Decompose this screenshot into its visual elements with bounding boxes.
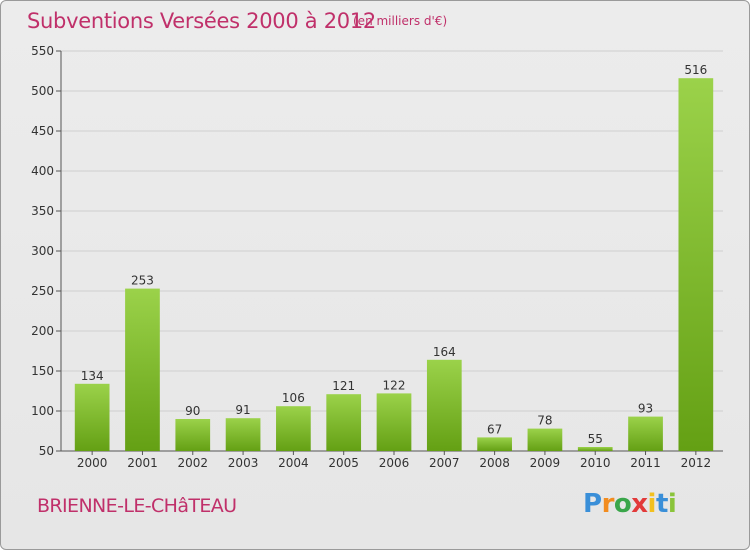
logo-letter: x: [631, 489, 648, 519]
proxiti-logo[interactable]: Proxiti: [583, 489, 677, 519]
y-tick-label: 500: [31, 84, 54, 98]
logo-letter: i: [647, 489, 657, 519]
value-label-2005: 121: [332, 379, 355, 393]
commune-name: BRIENNE-LE-CHâTEAU: [37, 495, 237, 517]
value-label-2004: 106: [282, 391, 305, 405]
logo-letter: P: [583, 489, 602, 519]
y-tick-label: 400: [31, 164, 54, 178]
y-tick-label: 550: [31, 44, 54, 58]
bar-2003: [225, 418, 261, 451]
y-tick-label: 200: [31, 324, 54, 338]
x-tick-label-2011: 2011: [630, 456, 661, 470]
bar-2011: [628, 416, 663, 451]
bar-2007: [426, 359, 462, 451]
y-tick-label: 250: [31, 284, 54, 298]
bar-2002: [175, 419, 211, 451]
x-tick-label-2002: 2002: [177, 456, 208, 470]
x-tick-label-2008: 2008: [479, 456, 510, 470]
logo-letter: o: [613, 489, 632, 519]
value-label-2006: 122: [383, 378, 406, 392]
x-tick-label-2004: 2004: [278, 456, 309, 470]
value-label-2003: 91: [235, 403, 250, 417]
bar-2010: [577, 447, 613, 451]
x-tick-label-2006: 2006: [379, 456, 410, 470]
value-label-2000: 134: [81, 369, 104, 383]
bar-2001: [125, 288, 160, 451]
value-label-2008: 67: [487, 422, 502, 436]
bars: [74, 78, 714, 451]
y-tick-label: 350: [31, 204, 54, 218]
bar-2005: [326, 394, 362, 451]
bar-2012: [678, 78, 714, 451]
value-label-2001: 253: [131, 274, 154, 288]
x-tick-label-2012: 2012: [681, 456, 712, 470]
logo-letter: r: [601, 489, 615, 519]
y-tick-label: 300: [31, 244, 54, 258]
chart-title: Subventions Versées 2000 à 2012: [27, 9, 376, 33]
x-tick-label-2005: 2005: [328, 456, 359, 470]
bar-2000: [74, 383, 110, 451]
value-label-2010: 55: [588, 432, 603, 446]
logo-letter: t: [655, 489, 668, 519]
bar-2008: [477, 437, 512, 451]
y-tick-label: 50: [39, 444, 54, 458]
y-tick-label: 100: [31, 404, 54, 418]
x-tick-label-2007: 2007: [429, 456, 460, 470]
chart-unit: (en milliers d'€): [353, 14, 448, 28]
bar-2006: [376, 393, 412, 451]
value-label-2009: 78: [537, 414, 552, 428]
x-tick-label-2001: 2001: [127, 456, 158, 470]
y-tick-label: 150: [31, 364, 54, 378]
value-label-2007: 164: [433, 345, 456, 359]
bar-2009: [527, 428, 563, 451]
logo-letter: i: [667, 489, 677, 519]
x-tick-label-2000: 2000: [77, 456, 108, 470]
value-label-2002: 90: [185, 404, 200, 418]
value-label-2012: 516: [684, 63, 707, 77]
x-tick-label-2009: 2009: [530, 456, 561, 470]
x-tick-label-2003: 2003: [228, 456, 259, 470]
x-tick-label-2010: 2010: [580, 456, 611, 470]
labels: 50 100 150 200 250 300 350 400 450 500 550 134 2000 2…: [31, 44, 711, 470]
bar-2004: [276, 406, 311, 451]
y-tick-label: 450: [31, 124, 54, 138]
value-label-2011: 93: [638, 402, 653, 416]
